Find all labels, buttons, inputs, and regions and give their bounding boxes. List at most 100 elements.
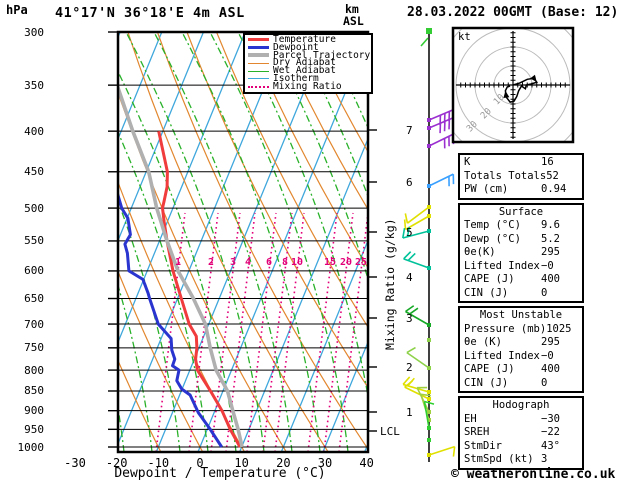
x-axis-label: Dewpoint / Temperature (°C) [114, 466, 326, 481]
pressure-tick-label: 400 [24, 124, 44, 138]
panel-row-label: CIN (J) [464, 376, 509, 389]
km-tick-label: 2 [406, 361, 413, 374]
mixing-ratio-value-label: 10 [290, 257, 304, 268]
legend-label: Isotherm [273, 72, 319, 84]
hodograph-unit-label: kt [458, 31, 471, 43]
panel-row-value: −30 [541, 412, 560, 425]
pressure-tick-label: 550 [24, 234, 44, 248]
wind-barb-column [402, 28, 456, 462]
panel-row: Pressure (mb) 1025 [464, 323, 578, 337]
panel-row: CIN (J) 0 [464, 377, 578, 391]
legend-label: Wet Adiabat [273, 65, 336, 77]
pressure-tick-label: 900 [24, 404, 44, 418]
panel-row: Temp (°C) 9.6 [464, 219, 578, 233]
panel-row-value: 5.2 [541, 232, 560, 245]
mixing-ratio-axis-label: Mixing Ratio (g/kg) [383, 218, 397, 350]
panel-row-label: Lifted Index [464, 349, 540, 362]
indices-panel: K 16 Totals Totals 52 PW (cm) 0.94 Surface Temp… [458, 153, 584, 473]
legend-label: Dewpoint [273, 41, 319, 53]
panel-row: Totals Totals 52 [464, 170, 578, 184]
panel-row-label: StmDir [464, 439, 502, 452]
legend-item-temperature: Temperature [248, 33, 371, 45]
panel-row-label: θe(K) [464, 246, 496, 258]
km-tick-label: 5 [406, 226, 413, 239]
legend-item-dewpoint: Dewpoint [248, 41, 371, 53]
temperature-tick-label: -20 [105, 456, 128, 470]
panel-row-value: 400 [541, 273, 560, 285]
km-tick-label: 3 [406, 312, 413, 325]
panel-row: K 16 [464, 156, 578, 170]
panel-row: StmDir 43° [464, 440, 578, 454]
altitude-axis-unit-km: km [345, 2, 359, 16]
panel-row: θe(K) 295 [464, 246, 578, 260]
pressure-tick-label: 700 [24, 317, 44, 331]
panel-section-surface: Surface Temp (°C) 9.6 Dewp (°C) 5.2 θe(K) 295 L… [458, 202, 584, 303]
mixing-ratio-value-label: 20 [339, 257, 353, 268]
panel-row-value: 52 [546, 169, 559, 182]
panel-row-value: 0 [541, 286, 548, 299]
panel-row-value: 400 [541, 363, 560, 375]
mixing-ratio-value-label: 4 [244, 257, 252, 268]
temperature-tick-label: -30 [64, 456, 86, 470]
legend-item-parcel-trajectory: Parcel Trajectory [248, 50, 371, 60]
mixing-ratio-value-label: 25 [354, 257, 368, 268]
panel-row-value: −0 [541, 259, 554, 272]
pressure-tick-label: 500 [24, 201, 44, 215]
pressure-tick-label: 850 [24, 384, 44, 398]
copyright-credit: © weatheronline.co.uk [451, 467, 616, 482]
temperature-tick-label: 10 [234, 456, 249, 470]
datetime-title: 28.03.2022 00GMT (Base: 12) [407, 5, 619, 20]
km-tick-label: 6 [406, 176, 413, 189]
panel-row: StmSpd (kt) 3 [464, 453, 578, 467]
skewt-background-lines [119, 33, 367, 451]
dewpoint-curve [119, 130, 223, 448]
pressure-tick-label: 300 [24, 25, 44, 39]
pressure-tick-label: 800 [24, 363, 44, 377]
panel-row: Lifted Index −0 [464, 260, 578, 274]
panel-row-value: 16 [541, 156, 554, 168]
panel-row-label: Temp (°C) [464, 219, 521, 231]
legend-item-dry-adiabat: Dry Adiabat [248, 58, 371, 68]
legend-item-mixing-ratio: Mixing Ratio [248, 81, 371, 91]
panel-row-label: CAPE (J) [464, 273, 515, 285]
pressure-tick-label: 600 [24, 264, 44, 278]
panel-row-value: 0.94 [541, 183, 567, 195]
pressure-tick-label: 350 [24, 78, 44, 92]
pressure-tick-label: 1000 [17, 440, 45, 454]
panel-row-label: CIN (J) [464, 286, 509, 299]
panel-row-label: EH [464, 412, 477, 425]
legend-item-wet-adiabat: Wet Adiabat [248, 65, 371, 77]
hodograph [453, 28, 573, 142]
panel-row-value: 9.6 [541, 219, 560, 231]
wind-barb-anchor [427, 438, 431, 442]
pressure-tick-label: 750 [24, 341, 44, 355]
temperature-tick-label: 20 [276, 456, 291, 470]
legend-swatch [248, 38, 269, 42]
parcel-trajectory-curve [119, 33, 244, 448]
panel-row-label: CAPE (J) [464, 363, 515, 375]
panel-section-title: Hodograph [492, 399, 550, 411]
plot-border [116, 30, 370, 454]
chart-legend: Temperature Dewpoint Parcel Trajectory Dry … [243, 33, 373, 94]
panel-row: Dewp (°C) 5.2 [464, 233, 578, 247]
legend-swatch [248, 46, 269, 50]
mixing-ratio-value-label: 6 [265, 257, 273, 268]
mixing-ratio-value-label: 1 [174, 257, 182, 268]
legend-label: Temperature [273, 33, 336, 45]
temperature-tick-label: 0 [196, 456, 204, 470]
panel-row-label: θe (K) [464, 336, 502, 348]
panel-row: CAPE (J) 400 [464, 363, 578, 377]
legend-swatch [248, 53, 269, 58]
panel-row: θe (K) 295 [464, 336, 578, 350]
wind-barb-anchor [427, 338, 431, 342]
legend-swatch [248, 62, 269, 64]
panel-section-title: Most Unstable [479, 309, 563, 321]
pressure-tick-label: 450 [24, 165, 44, 179]
panel-row-label: StmSpd (kt) [464, 453, 534, 465]
station-title: 41°17'N 36°18'E 4m ASL [55, 5, 245, 21]
mixing-ratio-value-label: 2 [207, 257, 215, 268]
panel-row-value: 3 [541, 453, 548, 465]
panel-section-most-unstable: Most Unstable Pressure (mb) 1025 θe (K) 295 L… [458, 306, 584, 393]
panel-row-label: K [464, 156, 471, 168]
panel-row: EH −30 [464, 413, 578, 427]
